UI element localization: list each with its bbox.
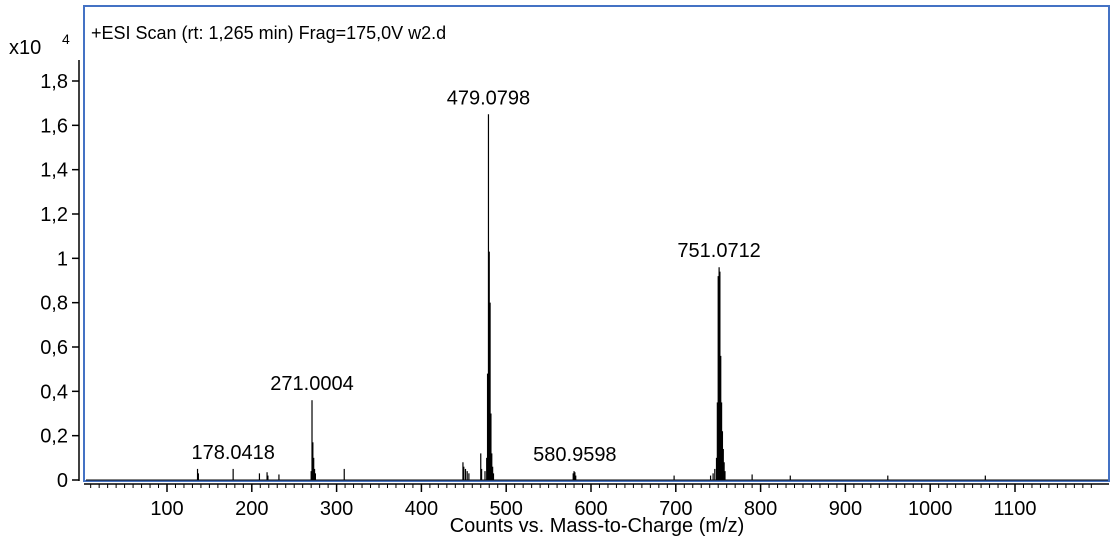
chart-title: +ESI Scan (rt: 1,265 min) Frag=175,0V w2… xyxy=(91,23,446,43)
x-tick-label: 1000 xyxy=(908,498,953,520)
peak-label: 271.0004 xyxy=(270,373,353,395)
x-tick-label: 300 xyxy=(320,498,353,520)
peak-label: 178.0418 xyxy=(191,442,274,464)
y-tick-label: 1,4 xyxy=(40,160,68,182)
y-exponent: 4 xyxy=(62,31,70,47)
y-tick-label: 1,6 xyxy=(40,115,68,137)
x-axis: 100 200 300 400 500 600 700 800 900 1000 1100 xyxy=(84,483,1109,520)
peak-label: 751.0712 xyxy=(677,240,760,262)
x-tick-label: 200 xyxy=(235,498,268,520)
x-tick-label: 400 xyxy=(405,498,438,520)
peak-label: 580.9598 xyxy=(533,444,616,466)
peak-series xyxy=(86,114,1108,481)
y-tick-label: 0,8 xyxy=(40,293,68,315)
x-tick-label: 1100 xyxy=(993,498,1036,520)
x-tick-label: 900 xyxy=(829,498,862,520)
y-tick-label: 0,2 xyxy=(40,426,68,448)
y-tick-label: 1,2 xyxy=(40,204,68,226)
peak-label-group: 178.0418 271.0004 479.0798 580.9598 751.0712 xyxy=(191,87,760,466)
x-tick-label: 700 xyxy=(659,498,692,520)
y-multiplier: x10 xyxy=(9,37,41,59)
x-tick-label: 500 xyxy=(490,498,523,520)
y-tick-label: 0,4 xyxy=(40,381,68,403)
x-tick-label: 100 xyxy=(150,498,183,520)
y-tick-label: 1,8 xyxy=(40,71,68,93)
peak-label: 479.0798 xyxy=(447,87,530,109)
y-tick-label: 0,6 xyxy=(40,337,68,359)
x-tick-label: 600 xyxy=(574,498,607,520)
x-tick-label: 800 xyxy=(744,498,777,520)
y-tick-label: 1 xyxy=(57,248,68,270)
plot-frame xyxy=(83,5,1110,482)
y-axis: 0 0,2 0,4 0,6 0,8 1 1,2 1,4 1,6 1,8 xyxy=(40,60,80,492)
x-axis-label: Counts vs. Mass-to-Charge (m/z) xyxy=(450,515,745,537)
y-tick-label: 0 xyxy=(57,470,68,492)
